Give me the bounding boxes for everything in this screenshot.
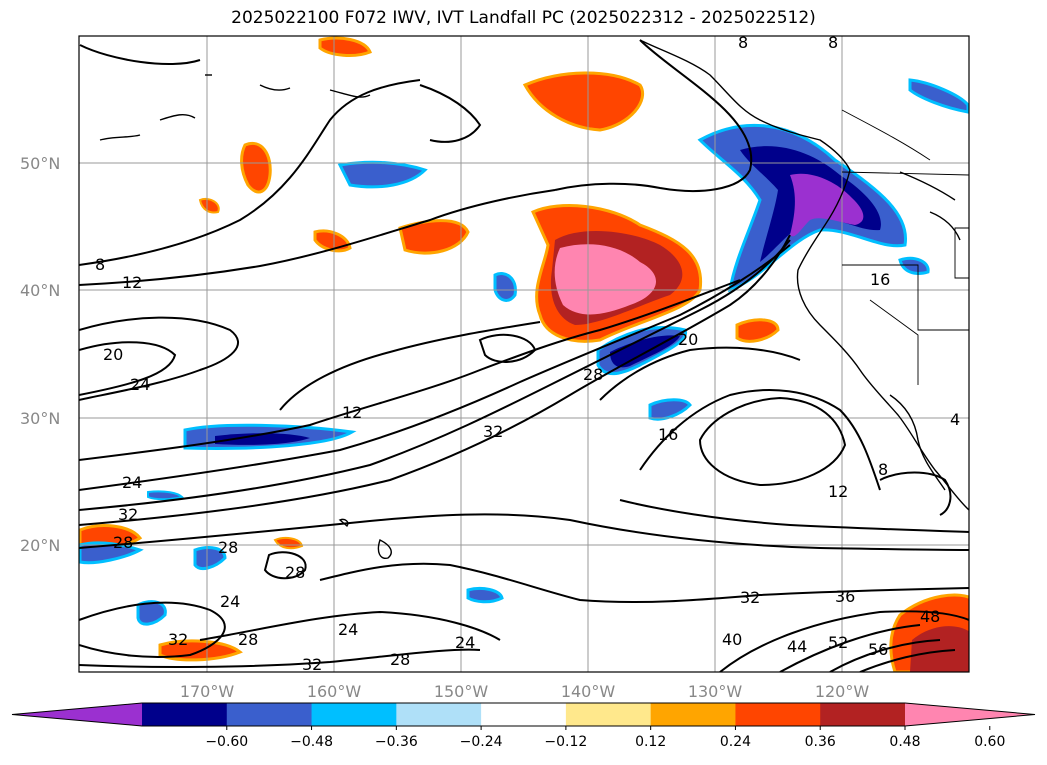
colorbar-extension-high <box>905 703 1035 726</box>
colorbar-segment <box>142 703 228 726</box>
contour-label: 56 <box>868 640 888 659</box>
positive-anomaly-regions <box>79 36 969 672</box>
contour-label: 44 <box>787 637 807 656</box>
colorbar-segment <box>565 703 652 726</box>
colorbar-segment <box>226 703 313 726</box>
colorbar-tick-label: −0.36 <box>375 734 418 750</box>
colorbar-tick-label: −0.60 <box>205 734 248 750</box>
contour-label: 24 <box>455 633 475 652</box>
contour-label: 16 <box>870 270 890 289</box>
contour-label: 32 <box>118 505 138 524</box>
contour-label: 32 <box>483 422 503 441</box>
colorbar-tick-label: 0.60 <box>974 734 1005 750</box>
contour-label: 8 <box>95 255 105 274</box>
contour-label: 20 <box>678 330 698 349</box>
colorbar-tick-label: 0.24 <box>720 734 751 750</box>
lat-label: 20°N <box>20 536 60 555</box>
contour-label: 24 <box>338 620 358 639</box>
colorbar-tick-label: 0.48 <box>889 734 920 750</box>
latitude-labels: 50°N 40°N 30°N 20°N <box>20 154 60 555</box>
colorbar-tick-label: 0.12 <box>635 734 666 750</box>
contour-label: 12 <box>122 273 142 292</box>
lat-label: 50°N <box>20 154 60 173</box>
contour-label: 24 <box>122 473 142 492</box>
colorbar-tick-label: −0.48 <box>290 734 333 750</box>
contour-label: 28 <box>113 533 133 552</box>
lat-label: 30°N <box>20 409 60 428</box>
iwv-contours <box>79 39 969 672</box>
lon-label: 120°W <box>815 682 870 701</box>
colorbar-tick-label: 0.36 <box>805 734 836 750</box>
contour-label: 28 <box>218 538 238 557</box>
coastlines <box>99 39 969 559</box>
colorbar-tick-label: −0.12 <box>544 734 587 750</box>
contour-label: 28 <box>583 365 603 384</box>
map-title: 2025022100 F072 IWV, IVT Landfall PC (20… <box>231 8 816 28</box>
lon-label: 170°W <box>180 682 235 701</box>
contour-label: 12 <box>828 482 848 501</box>
contour-label: 8 <box>828 33 838 52</box>
political-borders <box>841 109 969 385</box>
graticule <box>79 36 969 672</box>
colorbar-outline <box>11 702 1036 727</box>
lon-label: 140°W <box>561 682 616 701</box>
contour-label: 32 <box>740 588 760 607</box>
longitude-labels: 170°W 160°W 150°W 140°W 130°W 120°W <box>180 682 870 701</box>
contour-label: 28 <box>390 650 410 669</box>
contour-label: 24 <box>130 375 150 394</box>
colorbar-extension-low <box>12 703 142 726</box>
map-plot-area: 8 12 20 24 12 32 28 20 16 12 8 4 16 24 3… <box>79 33 969 674</box>
colorbar-segment <box>311 703 397 726</box>
contour-label: 12 <box>342 403 362 422</box>
contour-label: 48 <box>920 607 940 626</box>
map-frame <box>78 35 970 673</box>
contour-label: 28 <box>238 630 258 649</box>
contour-label: 8 <box>878 460 888 479</box>
lon-label: 160°W <box>307 682 362 701</box>
colorbar-segment <box>396 703 482 726</box>
colorbar-tick-label: −0.24 <box>460 734 503 750</box>
lat-label: 40°N <box>20 281 60 300</box>
contour-label-layer: 8 12 20 24 12 32 28 20 16 12 8 4 16 24 3… <box>95 33 960 674</box>
colorbar-segment <box>735 703 821 726</box>
colorbar-segment <box>650 703 736 726</box>
lon-label: 150°W <box>434 682 489 701</box>
contour-label: 8 <box>738 33 748 52</box>
contour-label: 16 <box>658 425 678 444</box>
lon-label: 130°W <box>688 682 743 701</box>
contour-label: 32 <box>168 630 188 649</box>
colorbar: −0.60 −0.48 −0.36 −0.24 −0.12 0.12 0.24 0.36 0.4… <box>11 702 1036 750</box>
contour-label: 28 <box>285 563 305 582</box>
colorbar-segment <box>481 703 567 726</box>
contour-label: 52 <box>828 633 848 652</box>
contour-label: 32 <box>302 655 322 674</box>
contour-label: 24 <box>220 592 240 611</box>
northern-positive-blob <box>522 71 644 132</box>
contour-label: 4 <box>950 410 960 429</box>
contour-label: 36 <box>835 587 855 606</box>
contour-label: 40 <box>722 630 742 649</box>
colorbar-segment <box>820 703 906 726</box>
contour-label: 20 <box>103 345 123 364</box>
